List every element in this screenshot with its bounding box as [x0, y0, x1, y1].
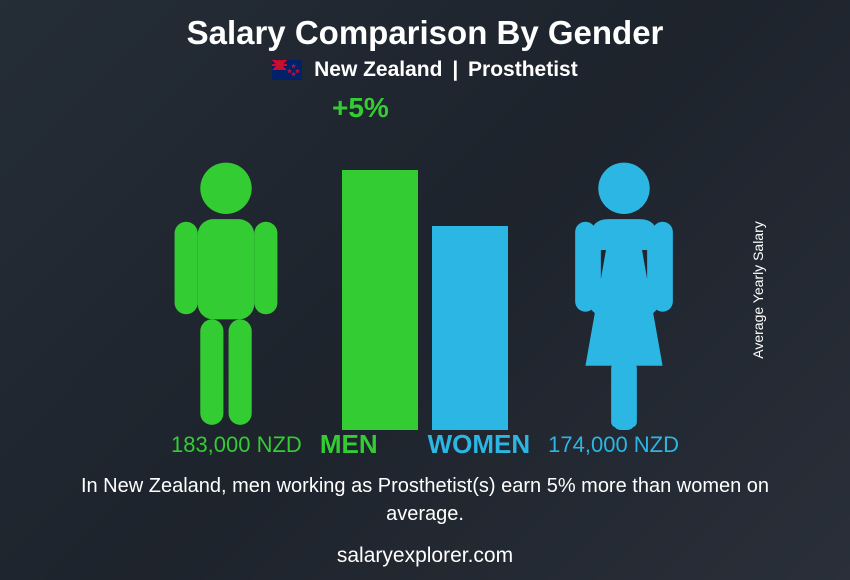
women-salary-value: 174,000 NZD: [548, 432, 679, 458]
country-label: New Zealand: [314, 58, 442, 81]
women-bar: [432, 226, 508, 430]
women-label: WOMEN: [428, 429, 531, 460]
percent-diff-label: +5%: [332, 92, 389, 124]
occupation-label: Prosthetist: [468, 58, 578, 81]
female-person-icon: [558, 160, 690, 430]
male-person-icon: [160, 160, 292, 430]
label-row: 183,000 NZD MEN WOMEN 174,000 NZD: [0, 429, 850, 460]
footer-source: salaryexplorer.com: [0, 544, 850, 568]
subtitle-row: ★ ★ ★ ★ New Zealand | Prosthetist: [0, 58, 850, 82]
chart-area: +5% 1: [0, 92, 850, 472]
separator: |: [452, 58, 458, 81]
men-salary-value: 183,000 NZD: [171, 432, 302, 458]
men-label: MEN: [320, 429, 378, 460]
men-bar: [342, 170, 418, 430]
nz-flag-icon: ★ ★ ★ ★: [272, 60, 302, 80]
page-title: Salary Comparison By Gender: [0, 0, 850, 52]
bar-group: [342, 170, 508, 430]
infographic-content: Salary Comparison By Gender ★ ★ ★ ★ New …: [0, 0, 850, 580]
summary-text: In New Zealand, men working as Prostheti…: [0, 472, 850, 528]
y-axis-label: Average Yearly Salary: [749, 221, 765, 359]
